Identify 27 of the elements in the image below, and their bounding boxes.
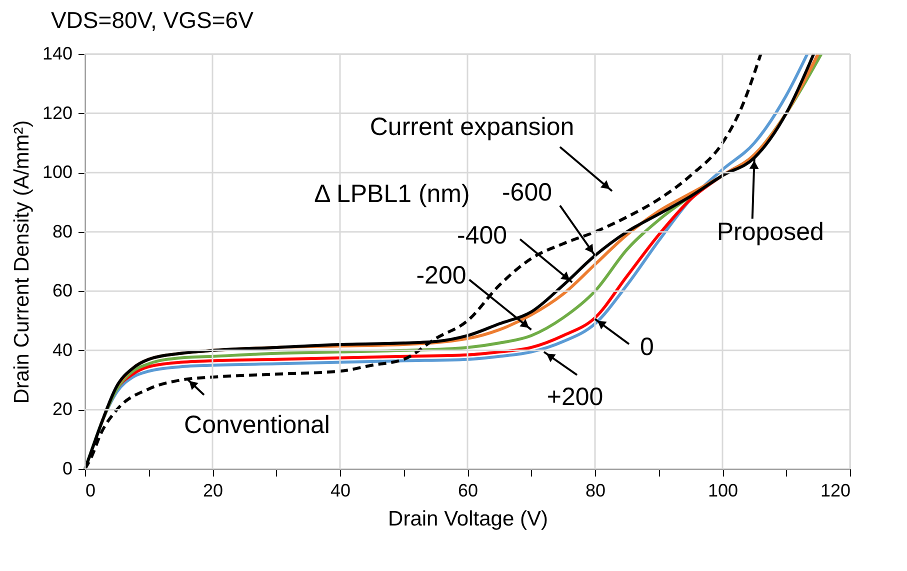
- annotation: -400: [457, 221, 508, 250]
- annotation: 0: [640, 333, 654, 362]
- x-axis-title: Drain Voltage (V): [388, 508, 548, 530]
- chart-title: VDS=80V, VGS=6V: [50, 7, 254, 33]
- x-tick-label: 80: [585, 480, 606, 500]
- y-axis-title: Drain Current Density (A/mm²): [10, 120, 34, 404]
- x-tick-label: 100: [708, 480, 738, 500]
- y-tick-label: 40: [52, 340, 72, 360]
- annotation: +200: [546, 382, 604, 411]
- annotation: Δ LPBL1 (nm): [314, 180, 470, 208]
- x-tick-label: 40: [330, 480, 351, 500]
- annotation: Current expansion: [370, 113, 574, 141]
- y-tick-label: 120: [42, 102, 72, 123]
- annotation: Proposed: [716, 218, 824, 246]
- x-tick-label: 60: [458, 480, 478, 500]
- y-tick-label: 80: [52, 221, 72, 242]
- y-tick-label: 60: [52, 280, 72, 301]
- x-tick-label: 120: [820, 480, 850, 500]
- y-tick-label: 100: [42, 162, 72, 182]
- annotation: -200: [416, 262, 466, 290]
- annotation: -600: [502, 178, 552, 207]
- x-tick-label: 0: [86, 480, 96, 500]
- y-tick-label: 0: [62, 458, 72, 478]
- annotation: Conventional: [184, 410, 330, 439]
- x-tick-label: 20: [202, 480, 224, 500]
- y-tick-label: 20: [52, 399, 72, 420]
- y-tick-label: 140: [42, 44, 72, 64]
